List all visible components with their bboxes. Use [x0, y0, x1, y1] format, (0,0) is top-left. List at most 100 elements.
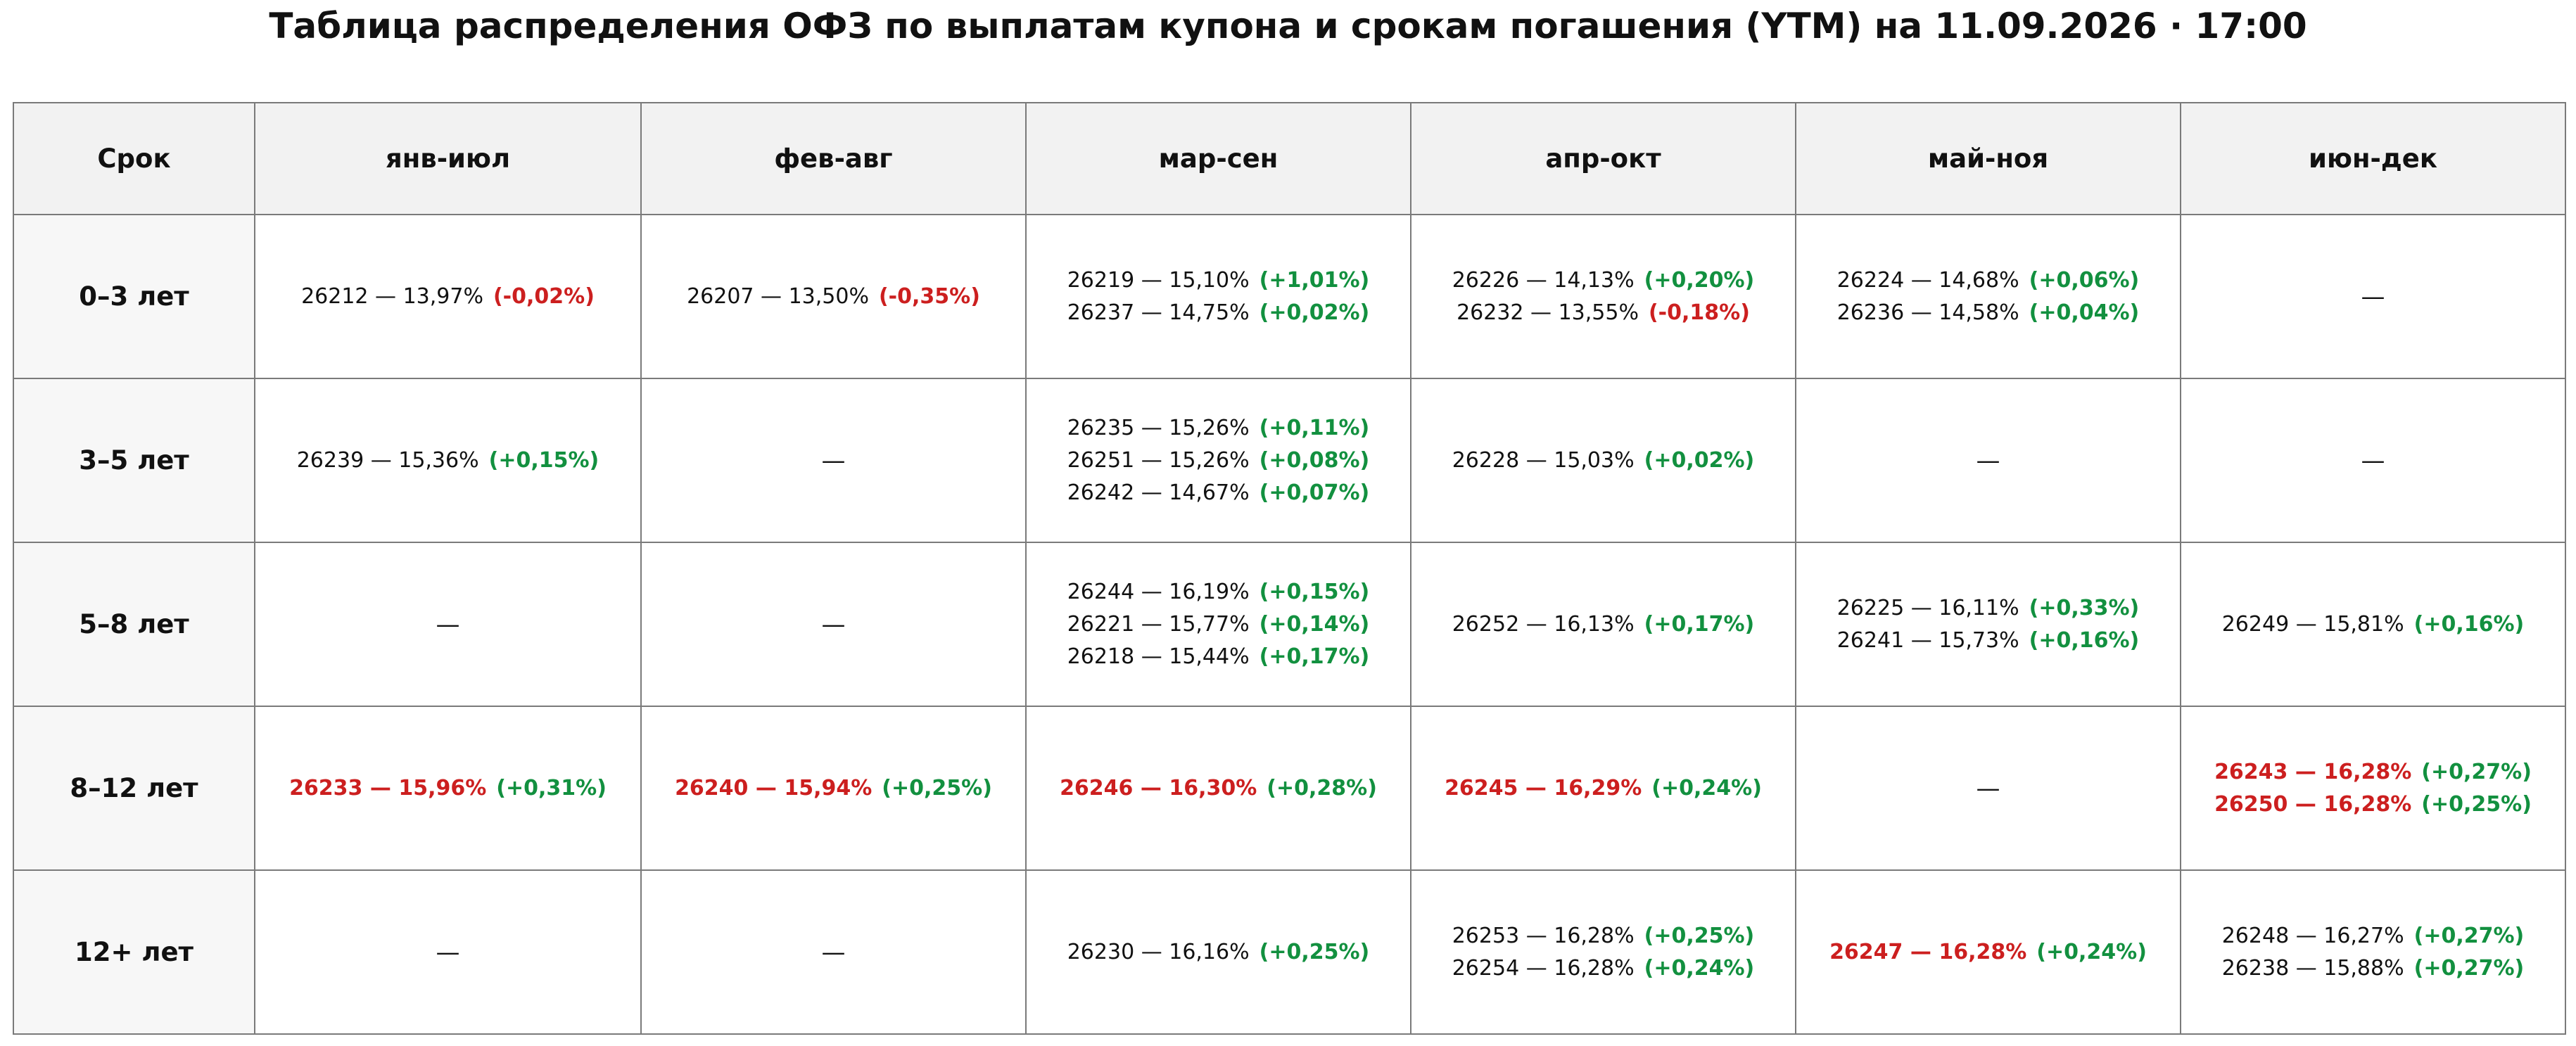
ytm-change: (-0,02%)	[493, 283, 595, 309]
ytm-change: (+0,25%)	[1259, 939, 1370, 964]
bond-ytm: 26230 — 16,16%	[1067, 939, 1250, 964]
bond-cell: 26219 — 15,10% (+1,01%) 26237 — 14,75% (+0,…	[1025, 214, 1411, 379]
bond-entry: 26253 — 16,28% (+0,25%)	[1411, 920, 1795, 952]
bond-cell: 26207 — 13,50% (-0,35%)	[640, 214, 1027, 379]
column-header: май-ноя	[1795, 102, 2181, 215]
bond-entry: 26248 — 16,27% (+0,27%)	[2181, 920, 2565, 952]
bond-cell: 26252 — 16,13% (+0,17%)	[1410, 542, 1796, 707]
ytm-change: (+0,17%)	[1644, 611, 1755, 637]
bond-ytm: 26226 — 14,13%	[1452, 267, 1635, 293]
bond-cell: 26247 — 16,28% (+0,24%)	[1795, 869, 2181, 1035]
bond-entry: 26240 — 15,94% (+0,25%)	[642, 772, 1025, 805]
bond-ytm: 26246 — 16,30%	[1060, 775, 1257, 801]
row-label: 0–3 лет	[13, 214, 255, 379]
row-label: 12+ лет	[13, 869, 255, 1035]
ytm-change: (+0,16%)	[2029, 627, 2140, 653]
ytm-change: (+0,24%)	[1651, 775, 1762, 801]
ytm-change: (+0,15%)	[488, 447, 599, 473]
bond-entry: 26230 — 16,16% (+0,25%)	[1027, 936, 1410, 969]
column-header: июн-дек	[2180, 102, 2566, 215]
bond-entry: 26212 — 13,97% (-0,02%)	[255, 281, 640, 313]
column-header: апр-окт	[1410, 102, 1796, 215]
bond-entry: 26238 — 15,88% (+0,27%)	[2181, 952, 2565, 985]
bond-ytm: 26244 — 16,19%	[1067, 579, 1250, 604]
ytm-change: (+0,31%)	[496, 775, 607, 801]
ytm-change: (+0,16%)	[2413, 611, 2525, 637]
bond-ytm: 26247 — 16,28%	[1829, 939, 2027, 964]
bond-entry: 26249 — 15,81% (+0,16%)	[2181, 608, 2565, 641]
bond-ytm: 26218 — 15,44%	[1067, 644, 1250, 669]
bond-ytm: 26249 — 15,81%	[2221, 611, 2404, 637]
ytm-change: (+0,14%)	[1259, 611, 1370, 637]
table-row: 3–5 лет 26239 — 15,36% (+0,15%) —26235 — 15…	[13, 378, 2566, 543]
ytm-change: (+0,25%)	[2421, 791, 2532, 817]
ytm-change: (+0,25%)	[1644, 923, 1755, 948]
ytm-change: (+0,27%)	[2421, 759, 2532, 784]
bond-entry: 26245 — 16,29% (+0,24%)	[1411, 772, 1795, 805]
bond-cell: 26233 — 15,96% (+0,31%)	[254, 706, 642, 871]
ofz-table: Срок янв-июл фев-авг мар-сен апр-окт май-ноя и…	[13, 102, 2566, 1035]
bond-cell: 26224 — 14,68% (+0,06%) 26236 — 14,58% (+0,…	[1795, 214, 2181, 379]
ytm-change: (-0,35%)	[878, 283, 980, 309]
column-header: фев-авг	[640, 102, 1027, 215]
bond-ytm: 26237 — 14,75%	[1067, 300, 1250, 325]
column-header: Срок	[13, 102, 255, 215]
bond-entry: 26224 — 14,68% (+0,06%)	[1796, 264, 2180, 297]
bond-cell: 26212 — 13,97% (-0,02%)	[254, 214, 642, 379]
empty-cell: —	[640, 869, 1027, 1035]
ytm-change: (+0,33%)	[2029, 595, 2140, 620]
bond-entry: 26226 — 14,13% (+0,20%)	[1411, 264, 1795, 297]
bond-entry: 26239 — 15,36% (+0,15%)	[255, 445, 640, 477]
ytm-change: (+1,01%)	[1259, 267, 1370, 293]
bond-cell: 26253 — 16,28% (+0,25%) 26254 — 16,28% (+0,…	[1410, 869, 1796, 1035]
bond-ytm: 26252 — 16,13%	[1452, 611, 1635, 637]
bond-ytm: 26207 — 13,50%	[687, 283, 869, 309]
bond-cell: 26240 — 15,94% (+0,25%)	[640, 706, 1027, 871]
bond-ytm: 26253 — 16,28%	[1452, 923, 1635, 948]
ytm-change: (-0,18%)	[1648, 300, 1750, 325]
bond-entry: 26243 — 16,28% (+0,27%)	[2181, 756, 2565, 789]
bond-ytm: 26242 — 14,67%	[1067, 480, 1250, 505]
empty-cell: —	[640, 378, 1027, 543]
header-row: Срок янв-июл фев-авг мар-сен апр-окт май-ноя и…	[13, 102, 2566, 215]
bond-ytm: 26238 — 15,88%	[2221, 955, 2404, 981]
empty-cell: —	[2180, 378, 2566, 543]
bond-ytm: 26248 — 16,27%	[2221, 923, 2404, 948]
column-header: янв-июл	[254, 102, 642, 215]
ytm-change: (+0,06%)	[2029, 267, 2140, 293]
bond-cell: 26226 — 14,13% (+0,20%) 26232 — 13,55% (-0,…	[1410, 214, 1796, 379]
bond-ytm: 26239 — 15,36%	[296, 447, 479, 473]
bond-ytm: 26235 — 15,26%	[1067, 415, 1250, 440]
bond-cell: 26243 — 16,28% (+0,27%) 26250 — 16,28% (+0,…	[2180, 706, 2566, 871]
bond-entry: 26237 — 14,75% (+0,02%)	[1027, 297, 1410, 329]
bond-ytm: 26250 — 16,28%	[2214, 791, 2412, 817]
ytm-change: (+0,04%)	[2029, 300, 2140, 325]
bond-cell: 26248 — 16,27% (+0,27%) 26238 — 15,88% (+0,…	[2180, 869, 2566, 1035]
bond-ytm: 26241 — 15,73%	[1836, 627, 2019, 653]
ytm-change: (+0,15%)	[1259, 579, 1370, 604]
bond-ytm: 26228 — 15,03%	[1452, 447, 1635, 473]
title: Таблица распределения ОФЗ по выплатам ку…	[269, 6, 2307, 46]
bond-entry: 26241 — 15,73% (+0,16%)	[1796, 625, 2180, 657]
bond-entry: 26221 — 15,77% (+0,14%)	[1027, 608, 1410, 641]
bond-entry: 26250 — 16,28% (+0,25%)	[2181, 789, 2565, 821]
bond-cell: 26249 — 15,81% (+0,16%)	[2180, 542, 2566, 707]
bond-entry: 26242 — 14,67% (+0,07%)	[1027, 477, 1410, 509]
bond-entry: 26218 — 15,44% (+0,17%)	[1027, 641, 1410, 673]
bond-entry: 26244 — 16,19% (+0,15%)	[1027, 576, 1410, 608]
bond-ytm: 26219 — 15,10%	[1067, 267, 1250, 293]
bond-ytm: 26221 — 15,77%	[1067, 611, 1250, 637]
bond-ytm: 26240 — 15,94%	[675, 775, 873, 801]
table-row: 0–3 лет 26212 — 13,97% (-0,02%) 26207 — 13,…	[13, 214, 2566, 379]
ytm-change: (+0,25%)	[882, 775, 992, 801]
bond-cell: 26228 — 15,03% (+0,02%)	[1410, 378, 1796, 543]
bond-cell: 26246 — 16,30% (+0,28%)	[1025, 706, 1411, 871]
empty-cell: —	[1795, 706, 2181, 871]
ytm-change: (+0,08%)	[1259, 447, 1370, 473]
bond-cell: 26245 — 16,29% (+0,24%)	[1410, 706, 1796, 871]
bond-ytm: 26212 — 13,97%	[301, 283, 483, 309]
bond-cell: 26239 — 15,36% (+0,15%)	[254, 378, 642, 543]
bond-ytm: 26251 — 15,26%	[1067, 447, 1250, 473]
bond-entry: 26232 — 13,55% (-0,18%)	[1411, 297, 1795, 329]
bond-ytm: 26236 — 14,58%	[1836, 300, 2019, 325]
